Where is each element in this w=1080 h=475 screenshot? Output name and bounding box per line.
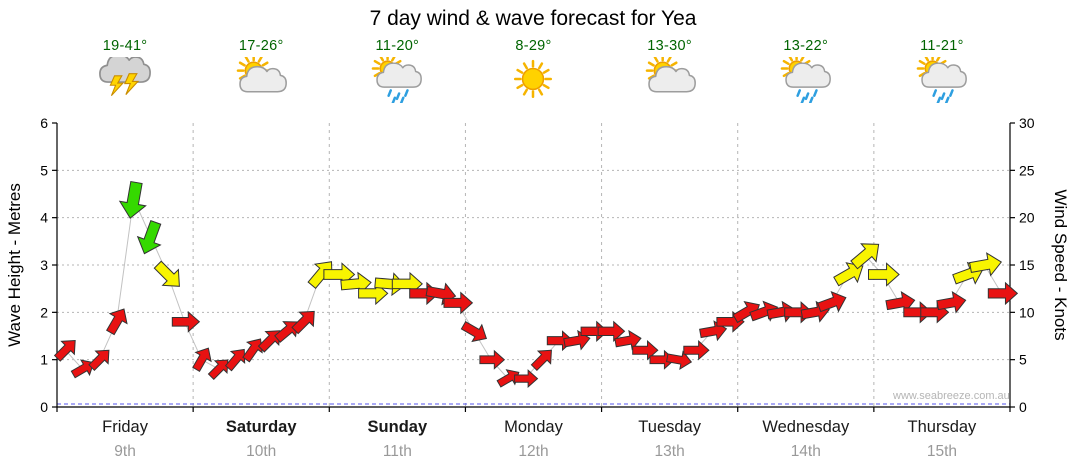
x-axis-labels: Friday 9th Saturday 10th Sunday 11th Monday 12t… [102, 418, 977, 460]
wind-arrow [847, 235, 886, 273]
day-name-label: Saturday [226, 418, 297, 436]
wind-arrow [684, 341, 709, 359]
wind-arrow [581, 322, 607, 341]
page-title: 7 day wind & wave forecast for Yea [369, 7, 697, 30]
sun-shower-icon [372, 52, 423, 105]
sun-shower-icon [780, 52, 831, 105]
day-weather-icon [371, 52, 423, 105]
thunderstorm-icon [99, 54, 151, 97]
day-weather-icon [644, 53, 696, 103]
day-weather-icon [99, 54, 151, 103]
day-name-label: Sunday [368, 418, 428, 436]
wind-arrow [515, 370, 538, 387]
wind-arrow [117, 180, 149, 220]
left-tick-label: 4 [40, 210, 48, 226]
partly-cloudy-icon [236, 53, 288, 93]
day-weather-icon [235, 53, 288, 103]
day-temp-range: 11-21° [920, 38, 964, 54]
wind-arrow [459, 317, 491, 347]
wind-arrow [480, 351, 504, 369]
day-weather-icon [780, 52, 832, 105]
wind-arrow [936, 290, 968, 315]
day-forecast-header: 8-29° [465, 38, 601, 103]
day-date-label: 11th [383, 443, 412, 460]
day-date-label: 10th [246, 443, 276, 460]
day-temp-range: 19-41° [102, 38, 148, 54]
left-axis-label: Wave Height - Metres [5, 183, 24, 347]
left-tick-label: 6 [40, 115, 48, 131]
day-name-label: Wednesday [762, 418, 850, 436]
day-date-label: 15th [927, 443, 957, 460]
day-temp-range: 17-26° [238, 38, 284, 54]
day-date-label: 13th [655, 443, 685, 460]
wind-arrow [51, 334, 82, 365]
day-date-label: 12th [518, 443, 548, 460]
day-name-label: Friday [102, 418, 149, 436]
left-tick-label: 5 [40, 162, 48, 178]
sunny-icon [514, 59, 553, 98]
wind-arrow [69, 355, 98, 382]
day-name-label: Thursday [908, 418, 978, 436]
day-temp-range: 13-22° [783, 38, 829, 54]
day-forecast-header: 11-21° [874, 38, 1010, 105]
day-forecast-header: 17-26° [193, 38, 329, 103]
right-tick-label: 30 [1019, 115, 1035, 131]
wind-arrows [51, 180, 1017, 391]
day-temp-range: 13-30° [647, 38, 692, 54]
day-headers: 19-41° 17-26° 11-20° 8-29° 13-30° 13-22° 11-21… [57, 38, 1010, 105]
day-name-label: Monday [504, 418, 563, 436]
left-tick-label: 0 [40, 399, 48, 415]
wind-arrow [666, 349, 693, 371]
partly-cloudy-icon [645, 53, 696, 93]
day-forecast-header: 13-30° [602, 38, 738, 103]
wind-arrow [528, 344, 558, 374]
right-tick-label: 0 [1019, 399, 1027, 415]
left-tick-label: 3 [40, 257, 48, 273]
wind-arrow [831, 257, 869, 292]
day-temp-range: 11-20° [375, 38, 420, 54]
day-temp-range: 8-29° [515, 38, 552, 54]
wind-arrow [633, 341, 658, 359]
left-tick-label: 2 [40, 304, 48, 320]
right-tick-label: 20 [1019, 210, 1035, 226]
wind-arrow [444, 293, 472, 314]
wind-arrow [614, 329, 643, 352]
wind-arrow [816, 288, 850, 317]
wind-arrow [988, 283, 1017, 304]
day-forecast-header: 11-20° [329, 38, 465, 105]
day-date-label: 9th [114, 443, 136, 460]
day-name-label: Tuesday [638, 418, 701, 436]
day-forecast-header: 19-41° [57, 38, 193, 103]
wind-arrow [172, 312, 199, 332]
wind-arrow [150, 257, 187, 294]
wind-arrow [885, 290, 917, 315]
day-weather-icon [916, 52, 968, 105]
day-forecast-header: 13-22° [738, 38, 874, 105]
left-tick-label: 1 [40, 352, 48, 368]
day-weather-icon [507, 57, 559, 103]
watermark: www.seabreeze.com.au [893, 390, 1010, 402]
wind-arrow [188, 344, 216, 374]
wind-arrow [85, 344, 115, 374]
axes: 0 1 2 3 4 5 6 0 5 10 15 20 25 30 [40, 115, 1035, 415]
wind-arrow [288, 304, 321, 337]
right-axis-label: Wind Speed - Knots [1051, 189, 1070, 341]
right-tick-label: 15 [1019, 257, 1035, 273]
wind-arrow [969, 251, 1004, 279]
wind-arrow [869, 263, 900, 285]
day-date-label: 14th [791, 443, 821, 460]
wind-arrow [598, 322, 624, 341]
right-tick-label: 25 [1019, 162, 1035, 178]
wind-arrow [133, 218, 167, 257]
wind-arrow [102, 304, 133, 337]
sun-shower-icon [916, 52, 967, 105]
right-tick-label: 5 [1019, 352, 1027, 368]
right-tick-label: 10 [1019, 304, 1035, 320]
wind-arrow [904, 302, 932, 322]
